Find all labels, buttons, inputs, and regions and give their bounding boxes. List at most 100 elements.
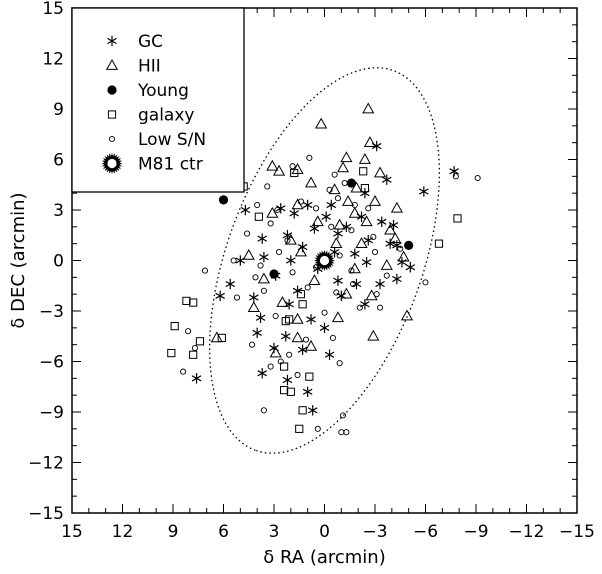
point-low-s-n xyxy=(257,262,264,269)
point-galaxy xyxy=(280,386,289,395)
y-tick-label: −12 xyxy=(28,454,64,474)
point-young xyxy=(269,269,279,279)
point-low-s-n xyxy=(289,269,296,276)
point-low-s-n xyxy=(338,429,345,436)
point-galaxy xyxy=(298,406,307,415)
legend-marker-m81-ctr xyxy=(101,153,123,174)
point-hii xyxy=(311,215,324,227)
point-hii xyxy=(257,272,270,284)
ellipse-outline xyxy=(209,67,440,454)
legend-label-hii: HII xyxy=(138,57,161,77)
y-tick-label: 6 xyxy=(53,151,64,171)
point-hii xyxy=(308,274,321,286)
point-low-s-n xyxy=(313,205,320,212)
legend-box xyxy=(71,7,245,193)
point-low-s-n xyxy=(314,425,321,432)
x-tick-label: −9 xyxy=(463,522,488,542)
point-galaxy xyxy=(286,387,295,396)
point-galaxy xyxy=(281,317,290,326)
legend-marker-hii xyxy=(105,58,119,70)
point-gc xyxy=(302,386,313,397)
legend-label-m81-ctr: M81 ctr xyxy=(138,155,203,175)
point-gc xyxy=(349,248,360,259)
point-gc xyxy=(302,199,313,211)
point-low-s-n xyxy=(373,291,380,298)
point-m81-ctr xyxy=(314,250,335,271)
point-hii xyxy=(358,152,371,164)
y-tick-label: −3 xyxy=(39,302,64,322)
point-gc xyxy=(333,228,343,239)
point-galaxy xyxy=(182,296,191,305)
point-low-s-n xyxy=(289,163,296,170)
point-hii xyxy=(294,245,308,257)
point-gc xyxy=(419,186,429,197)
point-galaxy xyxy=(434,239,444,248)
point-galaxy xyxy=(296,290,306,299)
point-gc xyxy=(297,344,308,355)
x-tick-label: 12 xyxy=(112,522,134,542)
point-low-s-n xyxy=(185,328,192,335)
point-low-s-n xyxy=(254,201,261,208)
point-hii xyxy=(210,331,223,343)
point-low-s-n xyxy=(191,344,198,352)
x-tick-label: 0 xyxy=(319,522,330,542)
point-low-s-n xyxy=(233,294,241,301)
plot-frame xyxy=(71,7,578,514)
point-low-s-n xyxy=(348,227,355,234)
point-gc xyxy=(255,312,266,323)
point-low-s-n xyxy=(230,257,237,264)
point-low-s-n xyxy=(180,368,187,375)
point-gc xyxy=(240,204,251,216)
point-young xyxy=(404,240,414,250)
point-hii xyxy=(350,181,363,193)
point-hii xyxy=(330,237,343,249)
point-low-s-n xyxy=(348,267,355,274)
point-hii xyxy=(276,296,289,307)
legend-label-young: Young xyxy=(137,81,189,101)
legend-label-galaxy: galaxy xyxy=(138,106,194,126)
point-gc xyxy=(351,278,362,290)
point-hii xyxy=(242,248,255,260)
point-gc xyxy=(252,327,262,339)
point-gc xyxy=(280,331,291,342)
point-hii xyxy=(340,287,353,299)
point-hii xyxy=(304,339,318,351)
point-galaxy xyxy=(305,372,314,381)
point-low-s-n xyxy=(339,412,347,419)
point-gc xyxy=(269,342,279,354)
point-galaxy xyxy=(360,184,369,193)
point-low-s-n xyxy=(329,334,336,341)
legend-label-gc: GC xyxy=(138,32,163,52)
point-hii xyxy=(266,159,279,171)
x-tick-label: −3 xyxy=(362,522,387,542)
point-gc xyxy=(388,219,399,231)
point-gc xyxy=(257,368,268,379)
ellipse-layer xyxy=(209,67,440,454)
point-hii xyxy=(380,259,393,270)
point-hii xyxy=(363,136,377,148)
point-hii xyxy=(389,232,402,243)
point-low-s-n xyxy=(260,407,267,414)
point-low-s-n xyxy=(249,341,256,348)
point-galaxy xyxy=(298,300,307,309)
point-gc xyxy=(257,233,268,244)
y-tick-label: 12 xyxy=(42,50,64,70)
x-tick-label: −12 xyxy=(509,522,545,542)
point-low-s-n xyxy=(284,237,291,244)
point-low-s-n xyxy=(286,351,293,358)
point-gc xyxy=(225,278,236,290)
point-low-s-n xyxy=(328,223,335,230)
point-hii xyxy=(291,312,304,324)
point-hii xyxy=(336,161,350,173)
point-hii xyxy=(397,250,410,262)
point-gc xyxy=(392,240,402,251)
point-low-s-n xyxy=(474,174,481,182)
point-gc xyxy=(376,216,387,227)
point-hii xyxy=(284,233,297,245)
point-hii xyxy=(247,301,260,312)
point-low-s-n xyxy=(201,267,209,274)
point-galaxy xyxy=(295,424,304,433)
point-low-s-n xyxy=(321,309,328,316)
point-gc xyxy=(324,349,335,360)
point-gc xyxy=(259,251,269,263)
